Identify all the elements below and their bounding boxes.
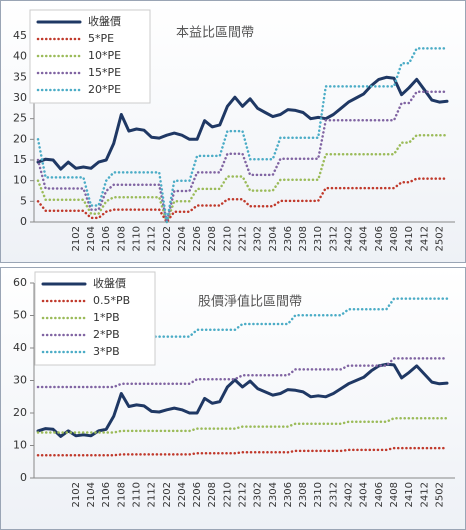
series-line <box>36 416 449 434</box>
series-line <box>36 133 449 224</box>
legend-label: 1*PB <box>93 311 120 324</box>
x-tick-label: 2310 <box>313 482 324 507</box>
x-tick-label: 2408 <box>389 226 400 251</box>
x-tick-label: 2306 <box>283 226 294 251</box>
legend-label: 2*PB <box>93 328 120 341</box>
series-line <box>36 362 449 438</box>
x-tick-label: 2206 <box>192 482 203 507</box>
x-tick-label: 2304 <box>268 482 279 507</box>
y-tick-label: 20 <box>13 132 27 145</box>
x-tick-label: 2404 <box>359 226 370 251</box>
x-tick-label: 2108 <box>116 226 127 251</box>
x-tick-label: 2212 <box>238 482 249 507</box>
x-tick-label: 2412 <box>419 482 430 507</box>
x-tick-label: 2112 <box>147 226 158 251</box>
x-tick-label: 2104 <box>86 482 97 507</box>
x-tick-label: 2210 <box>222 482 233 507</box>
x-tick-label: 2502 <box>434 226 445 251</box>
x-tick-label: 2204 <box>177 226 188 251</box>
y-tick-label: 30 <box>13 91 27 104</box>
legend-label: 0.5*PB <box>93 294 130 307</box>
y-tick-label: 45 <box>13 29 27 42</box>
series-line <box>36 47 449 224</box>
legend-label: 收盤價 <box>88 14 121 28</box>
x-tick-label: 2406 <box>374 226 385 251</box>
legend-label: 3*PB <box>93 345 120 358</box>
y-tick-label: 15 <box>13 153 27 166</box>
x-tick-label: 2404 <box>359 482 370 507</box>
y-tick-label: 20 <box>13 406 27 419</box>
legend-label: 10*PE <box>88 49 121 62</box>
x-tick-label: 2202 <box>162 226 173 251</box>
x-tick-label: 2402 <box>344 226 355 251</box>
x-tick-label: 2202 <box>162 482 173 507</box>
x-tick-label: 2208 <box>207 226 218 251</box>
x-tick-label: 2302 <box>253 482 264 507</box>
x-tick-label: 2112 <box>147 482 158 507</box>
x-tick-label: 2208 <box>207 482 218 507</box>
y-tick-label: 30 <box>13 374 27 387</box>
x-tick-label: 2102 <box>71 226 82 251</box>
chart-title: 本益比區間帶 <box>176 26 254 41</box>
y-tick-label: 40 <box>13 341 27 354</box>
y-tick-label: 0 <box>20 471 27 484</box>
x-tick-label: 2304 <box>268 226 279 251</box>
x-tick-label: 2412 <box>419 226 430 251</box>
x-tick-label: 2110 <box>131 226 142 251</box>
y-tick-label: 35 <box>13 70 27 83</box>
y-tick-label: 0 <box>20 215 27 228</box>
series-line <box>36 177 449 224</box>
x-tick-label: 2102 <box>71 482 82 507</box>
series-line <box>36 90 449 224</box>
series-line <box>36 297 449 343</box>
series-line <box>36 446 449 457</box>
x-tick-label: 2302 <box>253 226 264 251</box>
y-tick-label: 10 <box>13 439 27 452</box>
x-tick-label: 2110 <box>131 482 142 507</box>
x-tick-label: 2402 <box>344 482 355 507</box>
x-tick-label: 2502 <box>434 482 445 507</box>
x-tick-label: 2406 <box>374 482 385 507</box>
x-tick-label: 2312 <box>328 226 339 251</box>
x-tick-label: 2310 <box>313 226 324 251</box>
x-tick-label: 2106 <box>101 226 112 251</box>
chart-title: 股價淨值比區間帶 <box>198 294 302 310</box>
x-tick-label: 2206 <box>192 226 203 251</box>
y-tick-label: 10 <box>13 174 27 187</box>
legend-label: 20*PE <box>88 83 121 96</box>
legend-label: 5*PE <box>88 32 114 45</box>
x-tick-label: 2308 <box>298 226 309 251</box>
legend-label: 15*PE <box>88 66 121 79</box>
x-tick-label: 2106 <box>101 482 112 507</box>
x-tick-label: 2108 <box>116 482 127 507</box>
x-tick-label: 2212 <box>238 226 249 251</box>
x-tick-label: 2204 <box>177 482 188 507</box>
legend-label: 收盤價 <box>93 276 126 290</box>
y-tick-label: 60 <box>13 276 27 289</box>
x-tick-label: 2210 <box>222 226 233 251</box>
x-tick-label: 2408 <box>389 482 400 507</box>
y-tick-label: 50 <box>13 309 27 322</box>
x-tick-label: 2306 <box>283 482 294 507</box>
x-tick-label: 2410 <box>404 226 415 251</box>
series-line <box>36 75 449 171</box>
x-tick-label: 2312 <box>328 482 339 507</box>
y-tick-label: 5 <box>20 194 27 207</box>
x-tick-label: 2308 <box>298 482 309 507</box>
y-tick-label: 25 <box>13 112 27 125</box>
x-tick-label: 2104 <box>86 226 97 251</box>
y-tick-label: 40 <box>13 50 27 63</box>
x-tick-label: 2410 <box>404 482 415 507</box>
